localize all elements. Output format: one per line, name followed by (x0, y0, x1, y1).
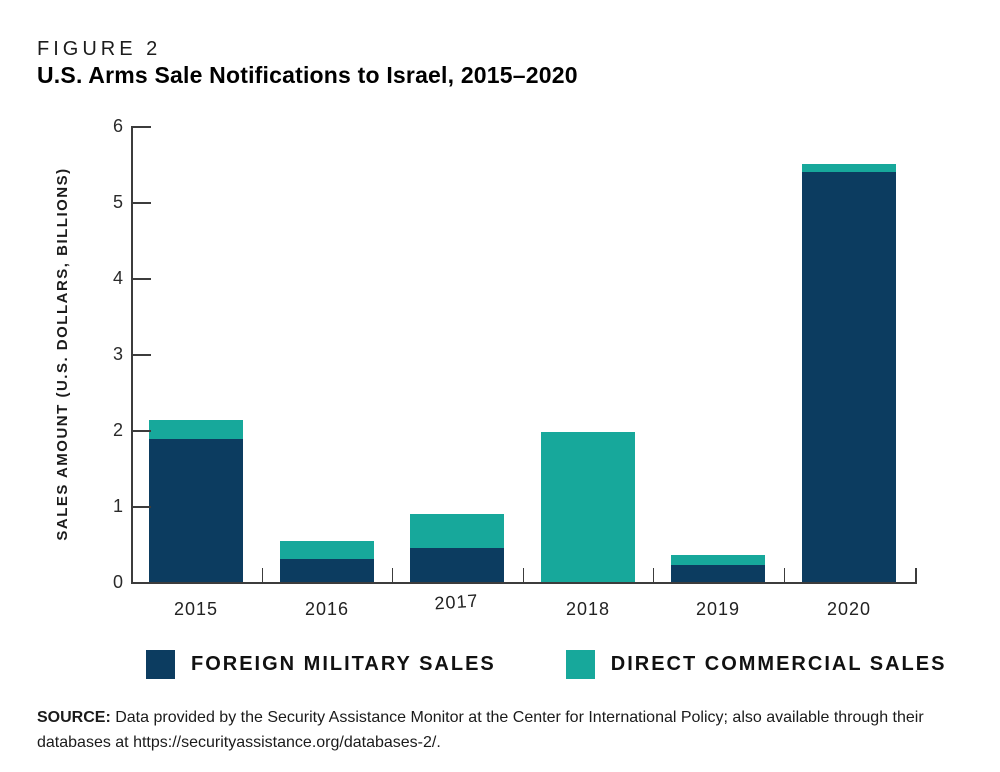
bar-segment-fms-2019 (671, 565, 765, 582)
y-tick-label-3: 3 (112, 344, 123, 364)
y-tick-1 (131, 506, 151, 508)
bar-segment-fms-2015 (149, 439, 243, 582)
x-tick-label-2018: 2018 (565, 599, 611, 619)
y-tick-label-5: 5 (112, 192, 123, 212)
x-tick-label-2015: 2015 (173, 599, 219, 619)
x-tick-end (915, 568, 917, 582)
chart-title: U.S. Arms Sale Notifications to Israel, … (37, 62, 578, 88)
y-tick-4 (131, 278, 151, 280)
fms-legend-label: FOREIGN MILITARY SALES (191, 653, 496, 675)
bar-segment-dcs-2017 (410, 514, 504, 548)
x-tick-1 (261, 568, 263, 582)
figure-label: FIGURE 2 (37, 38, 162, 60)
legend-item-dcs: DIRECT COMMERCIAL SALES (565, 650, 947, 679)
x-tick-label-2016: 2016 (304, 599, 350, 619)
bar-segment-fms-2017 (410, 548, 504, 582)
legend-item-fms: FOREIGN MILITARY SALES (146, 650, 496, 679)
dcs-color-swatch (565, 650, 595, 679)
source-note: SOURCE: Data provided by the Security As… (37, 705, 965, 755)
y-tick-6 (131, 126, 151, 128)
y-tick-3 (131, 354, 151, 356)
y-tick-2 (131, 430, 151, 432)
y-tick-label-6: 6 (112, 116, 123, 136)
bar-segment-fms-2020 (802, 172, 896, 582)
bar-segment-fms-2016 (280, 559, 374, 582)
bar-segment-dcs-2019 (671, 555, 765, 565)
legend: FOREIGN MILITARY SALES DIRECT COMMERCIAL… (146, 650, 946, 679)
bar-segment-dcs-2015 (149, 420, 243, 439)
y-tick-label-0: 0 (112, 572, 123, 592)
x-tick-2 (391, 568, 393, 582)
dcs-legend-label: DIRECT COMMERCIAL SALES (610, 653, 947, 675)
source-prefix: SOURCE: (37, 709, 111, 726)
x-tick-3 (522, 568, 524, 582)
bar-segment-dcs-2020 (802, 164, 896, 172)
source-text: Data provided by the Security Assistance… (37, 709, 924, 751)
y-tick-label-4: 4 (112, 268, 123, 288)
bar-segment-dcs-2018 (541, 432, 635, 582)
y-tick-label-1: 1 (112, 496, 123, 516)
x-tick-label-2019: 2019 (695, 599, 741, 619)
x-tick-4 (652, 568, 654, 582)
y-tick-5 (131, 202, 151, 204)
x-tick-label-2020: 2020 (826, 599, 872, 619)
y-axis-title: SALES AMOUNT (U.S. DOLLARS, BILLIONS) (54, 167, 71, 541)
bar-segment-dcs-2016 (280, 541, 374, 559)
y-tick-label-2: 2 (112, 420, 123, 440)
fms-color-swatch (146, 650, 175, 679)
x-tick-5 (783, 568, 785, 582)
x-tick-label-2017: 2017 (433, 590, 480, 614)
x-axis-line (131, 582, 917, 584)
